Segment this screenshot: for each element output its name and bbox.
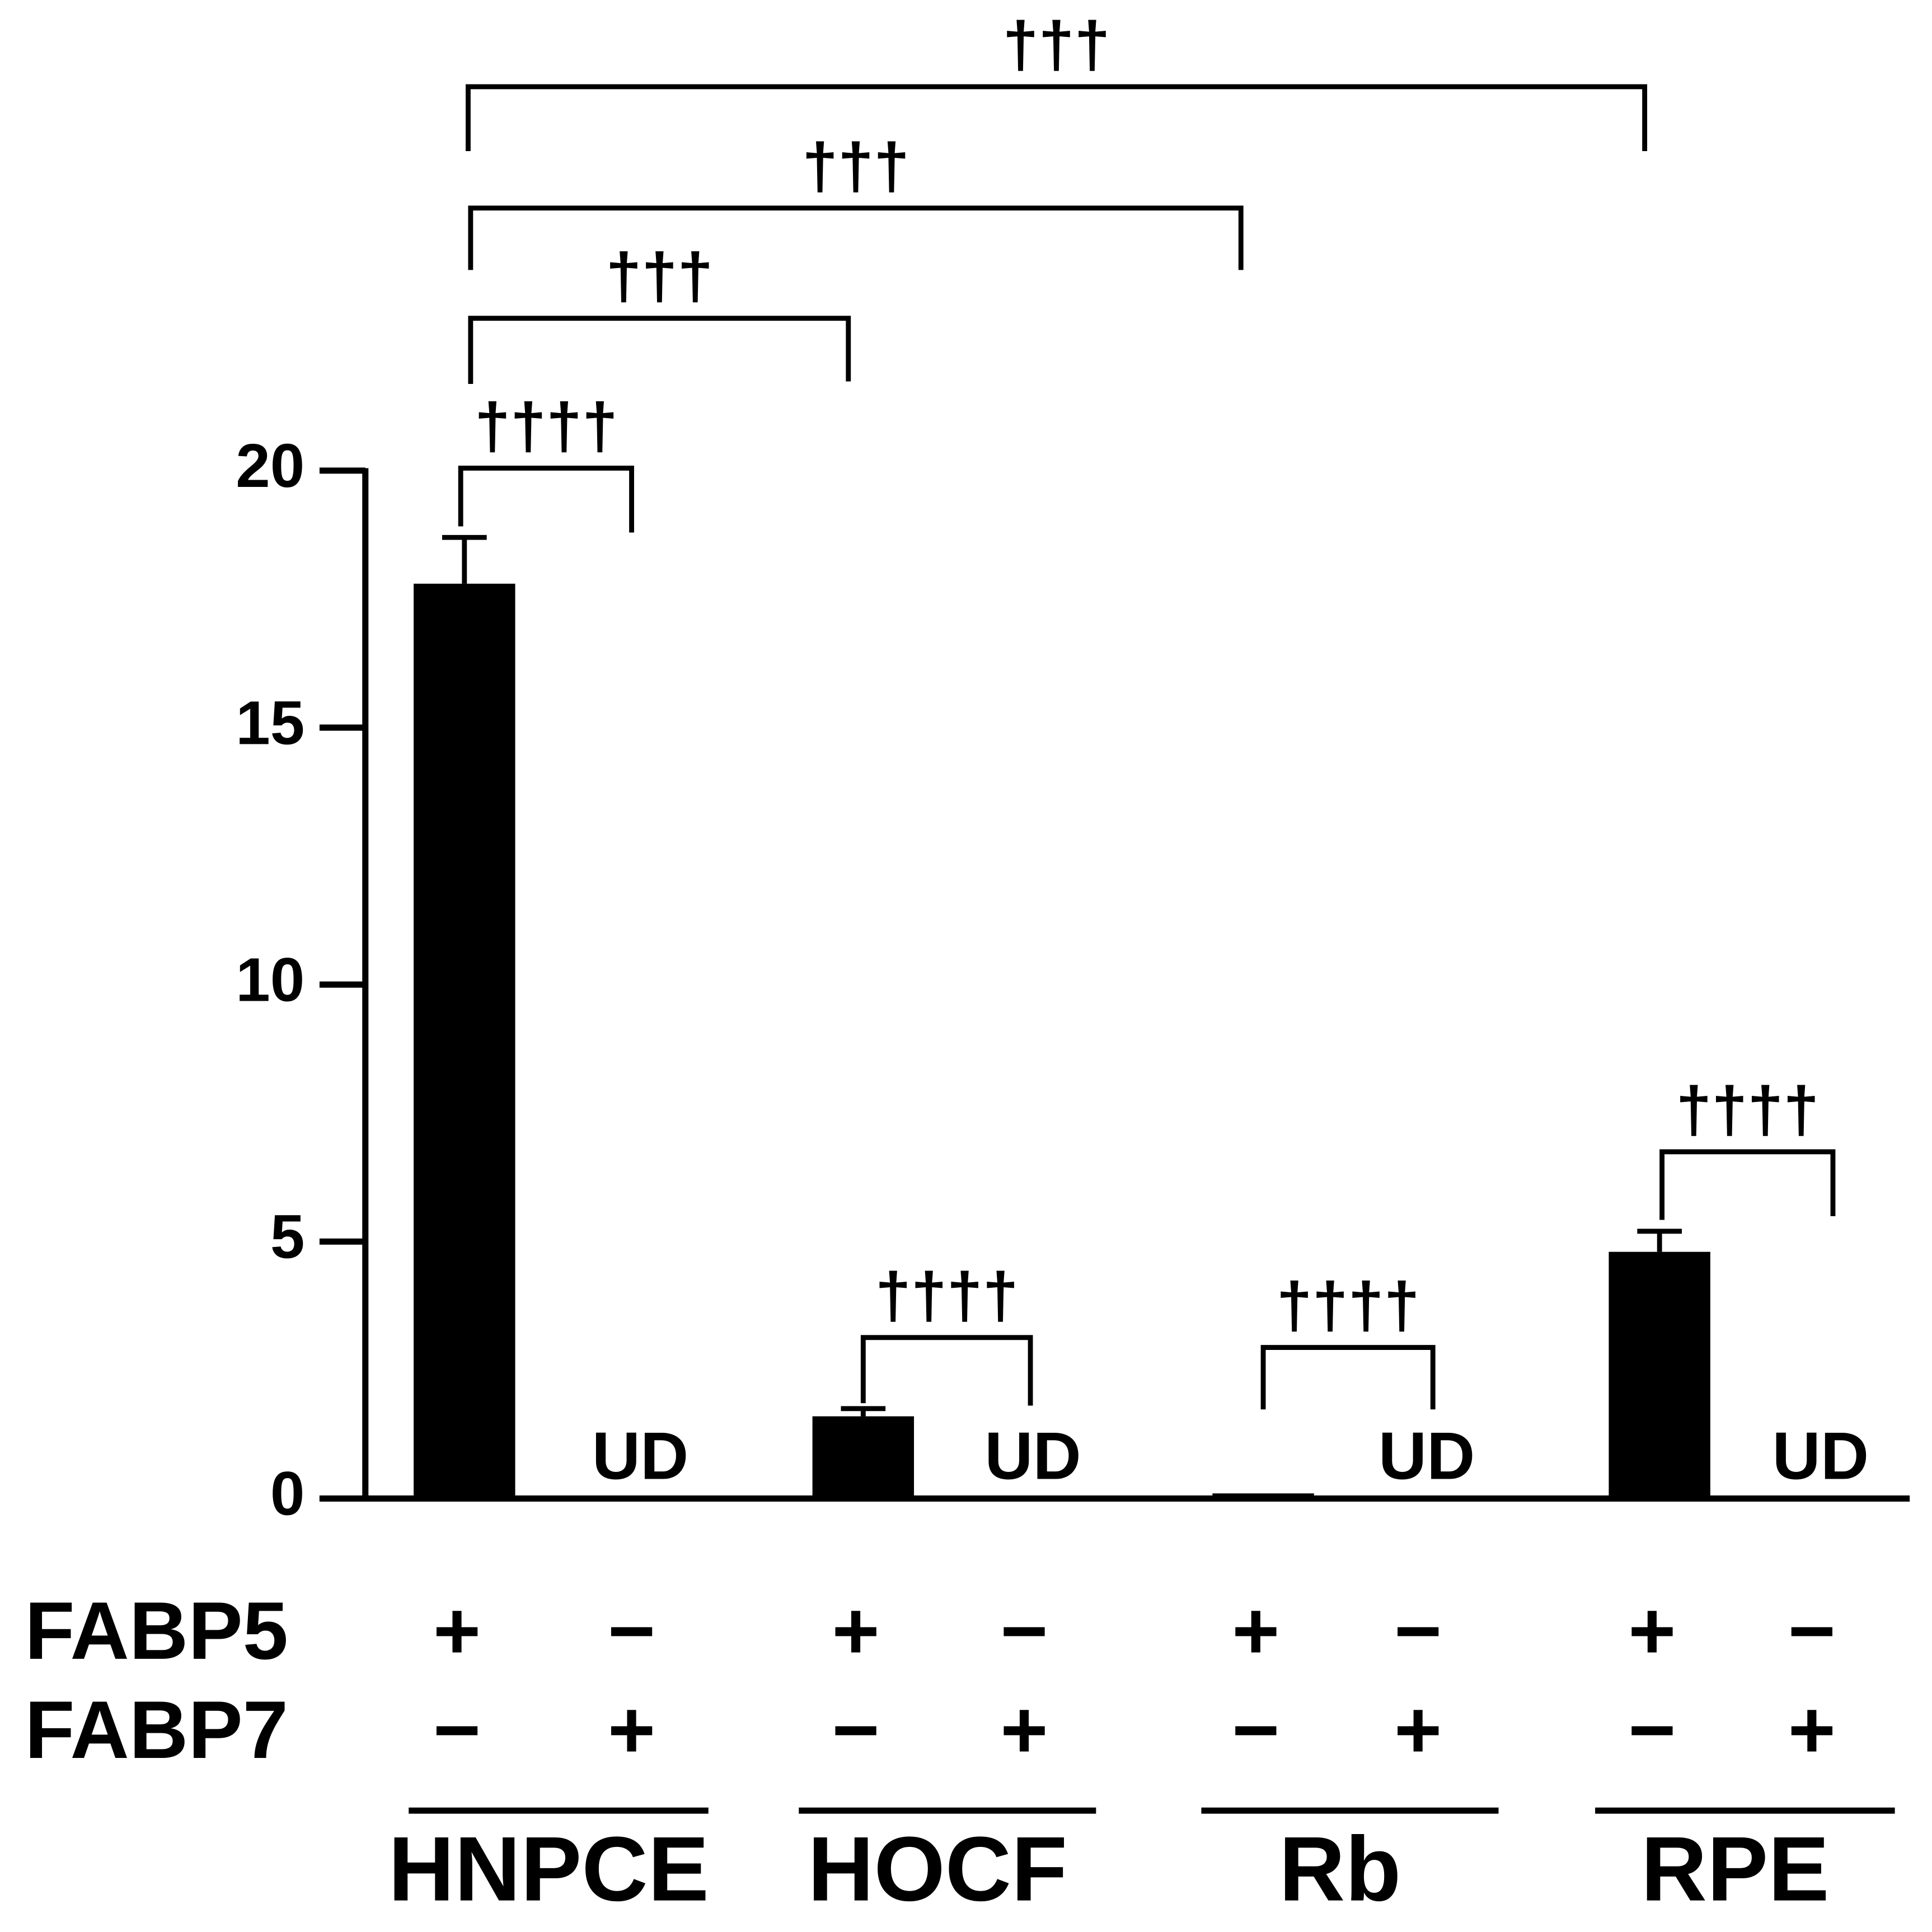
row-label: FABP5 (25, 1585, 288, 1676)
sign: − (608, 1585, 655, 1676)
y-tick-label: 5 (270, 1203, 305, 1272)
y-tick-label: 10 (236, 945, 304, 1014)
significance-label: ††† (1003, 9, 1110, 81)
significance-label: ††† (606, 241, 713, 312)
sign: − (433, 1684, 481, 1775)
bar (812, 1416, 915, 1499)
significance-label: †††† (475, 390, 618, 462)
value-label: UD (1772, 1419, 1869, 1494)
y-tick-label: 0 (270, 1460, 305, 1528)
y-tick-label: 15 (236, 688, 304, 757)
y-tick-label: 20 (236, 432, 304, 500)
sign: + (608, 1684, 655, 1775)
value-label: UD (1378, 1419, 1475, 1494)
sign: + (1628, 1585, 1676, 1676)
sign: − (1394, 1585, 1442, 1676)
sign: + (1788, 1684, 1836, 1775)
sign: + (1232, 1585, 1279, 1676)
group-label: Rb (1279, 1818, 1401, 1920)
sign: + (832, 1585, 879, 1676)
sign: + (1000, 1684, 1048, 1775)
sign: − (1000, 1585, 1048, 1676)
sign: − (1628, 1684, 1676, 1775)
group-label: HNPCE (388, 1818, 709, 1920)
sign: − (832, 1684, 879, 1775)
significance-label: †††† (1676, 1074, 1819, 1146)
significance-bracket (458, 466, 634, 533)
significance-bracket (468, 316, 851, 384)
sign: + (433, 1585, 481, 1676)
significance-label: †††† (1277, 1270, 1420, 1342)
bar (1609, 1251, 1710, 1499)
bar (1212, 1493, 1314, 1499)
significance-label: †††† (875, 1260, 1019, 1331)
row-label: FABP7 (25, 1684, 288, 1775)
group-label: HOCF (808, 1818, 1067, 1920)
significance-bracket (468, 205, 1244, 270)
bar (414, 583, 515, 1499)
significance-bracket (1260, 1345, 1436, 1410)
sign: + (1394, 1684, 1442, 1775)
sign: − (1232, 1684, 1279, 1775)
value-label: UD (984, 1419, 1081, 1494)
significance-bracket (466, 84, 1648, 151)
value-label: UD (592, 1419, 689, 1494)
significance-bracket (1659, 1149, 1836, 1220)
sign: − (1788, 1585, 1836, 1676)
significance-label: ††† (802, 130, 909, 202)
significance-bracket (860, 1335, 1033, 1406)
group-label: RPE (1641, 1818, 1830, 1920)
